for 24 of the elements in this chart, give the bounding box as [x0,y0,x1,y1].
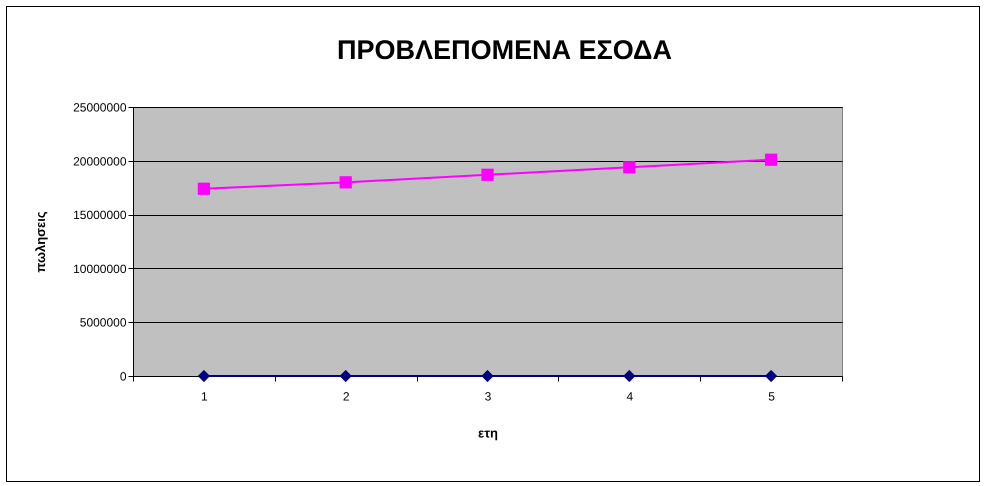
point [198,182,210,195]
x-tick-label: 4 [626,390,634,404]
point [481,168,494,181]
point [764,370,778,382]
point [340,176,352,188]
point [623,370,636,382]
y-tick-label: 20000000 [73,154,127,168]
x-axis-title: ετη [478,426,498,440]
y-tick-label: 25000000 [73,100,127,114]
x-tick-label: 5 [768,390,776,404]
point [481,370,494,382]
y-tick-label: 0 [120,370,127,384]
y-tick-label: 5000000 [80,316,127,330]
point [340,370,352,382]
point [198,370,210,382]
y-tick-label: 15000000 [73,208,127,222]
x-tick-label: 3 [484,390,492,404]
point [623,161,636,174]
point [764,154,778,166]
chart-title: ΠΡΟΒΛΕΠΟΜΕΝΑ ΕΣΟΔΑ [337,35,672,65]
y-axis-title: πωλησεις [33,211,48,273]
y-tick-label: 10000000 [73,262,127,276]
x-tick-label: 1 [201,390,208,404]
x-tick-label: 2 [342,390,350,404]
